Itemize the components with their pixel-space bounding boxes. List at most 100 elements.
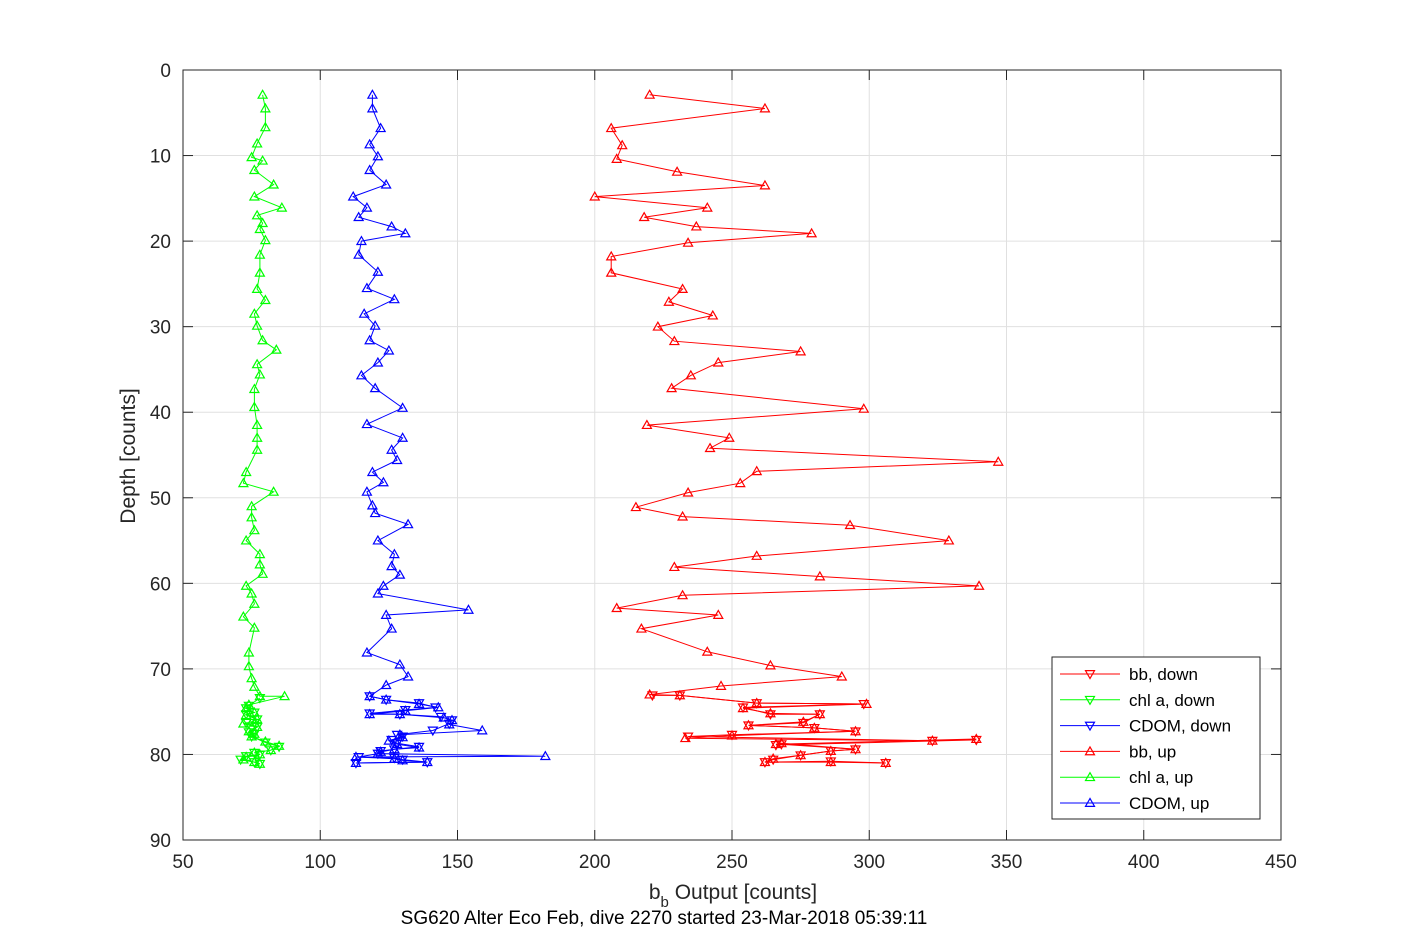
y-tick-label: 60 (150, 574, 171, 595)
data-point (268, 486, 280, 496)
data-point (394, 569, 406, 579)
data-point (380, 609, 392, 619)
data-point (350, 751, 362, 761)
legend-item-cdom-down: CDOM, down (1060, 717, 1231, 736)
data-point (759, 179, 771, 190)
data-point (690, 220, 702, 231)
data-point (246, 151, 258, 162)
y-tick-label: 70 (150, 660, 171, 681)
data-point (712, 609, 724, 619)
data-point (797, 718, 809, 729)
data-point (268, 178, 280, 189)
data-point (248, 729, 260, 740)
legend-marker (1084, 745, 1096, 756)
data-point (358, 308, 370, 318)
x-tick-label: 250 (716, 852, 748, 873)
data-point (432, 701, 444, 712)
data-point (849, 727, 862, 738)
data-point (273, 742, 285, 753)
data-point (257, 154, 269, 165)
data-point (742, 721, 755, 732)
data-point (844, 519, 856, 530)
data-point (397, 432, 409, 442)
data-point (375, 747, 387, 757)
data-point (682, 237, 694, 247)
data-point (737, 703, 749, 714)
data-point (751, 699, 763, 709)
data-point (462, 604, 475, 614)
series-chl-a-down (235, 694, 285, 770)
data-point (251, 723, 263, 733)
data-point (372, 266, 384, 276)
x-tick-label: 200 (579, 852, 611, 873)
data-point (372, 587, 384, 598)
data-point (682, 732, 694, 743)
data-point (237, 610, 249, 621)
data-point (369, 382, 381, 393)
data-point (770, 741, 782, 751)
data-point (254, 694, 266, 704)
data-point (726, 730, 738, 741)
legend-label: CDOM, down (1129, 717, 1231, 736)
data-point (257, 334, 269, 345)
data-point (943, 534, 955, 545)
data-point (825, 757, 837, 767)
legend-label: CDOM, up (1129, 794, 1209, 813)
x-axis-title-main: b (649, 881, 661, 904)
data-point (970, 733, 982, 744)
data-point (243, 660, 255, 671)
legend-marker (1084, 721, 1096, 732)
data-point (589, 190, 601, 201)
data-point (399, 227, 411, 238)
data-point (347, 190, 359, 201)
legend-marker (1084, 797, 1096, 807)
data-point (259, 738, 271, 749)
data-point (704, 442, 716, 453)
data-point (397, 732, 409, 743)
data-point (251, 320, 263, 330)
data-point (361, 486, 373, 496)
data-point (366, 89, 378, 99)
data-point (707, 309, 719, 320)
data-point (701, 646, 713, 656)
data-point (413, 699, 425, 709)
data-point (355, 369, 367, 380)
data-point (251, 432, 263, 442)
data-point (383, 344, 395, 355)
data-point (246, 732, 258, 743)
data-point (254, 223, 266, 234)
data-point (394, 658, 406, 669)
data-point (246, 587, 258, 598)
data-point (677, 510, 689, 521)
data-point (764, 710, 776, 720)
data-point (858, 403, 870, 413)
data-point (751, 465, 763, 476)
data-point (248, 190, 260, 201)
data-point (377, 476, 389, 487)
data-point (644, 89, 656, 99)
data-point (259, 234, 271, 245)
data-point (372, 356, 384, 367)
data-point (605, 122, 617, 133)
data-point (366, 466, 378, 477)
data-point (682, 486, 694, 497)
data-point (880, 759, 892, 769)
dive-caption: SG620 Alter Eco Feb, dive 2270 started 2… (401, 908, 928, 929)
data-point (644, 688, 656, 699)
data-point (926, 736, 938, 747)
data-point (279, 690, 291, 701)
data-point (611, 602, 623, 613)
data-point (251, 209, 263, 220)
data-point (973, 580, 985, 590)
data-point (254, 368, 266, 379)
x-tick-label: 100 (304, 852, 336, 873)
data-point (375, 122, 387, 133)
data-point (386, 220, 398, 231)
data-point (668, 561, 680, 572)
data-point (235, 755, 247, 766)
data-point (806, 227, 818, 238)
data-point (353, 753, 365, 763)
legend-item-chl-a-down: chl a, down (1060, 691, 1215, 710)
data-point (397, 755, 409, 766)
legend-marker (1084, 695, 1096, 706)
